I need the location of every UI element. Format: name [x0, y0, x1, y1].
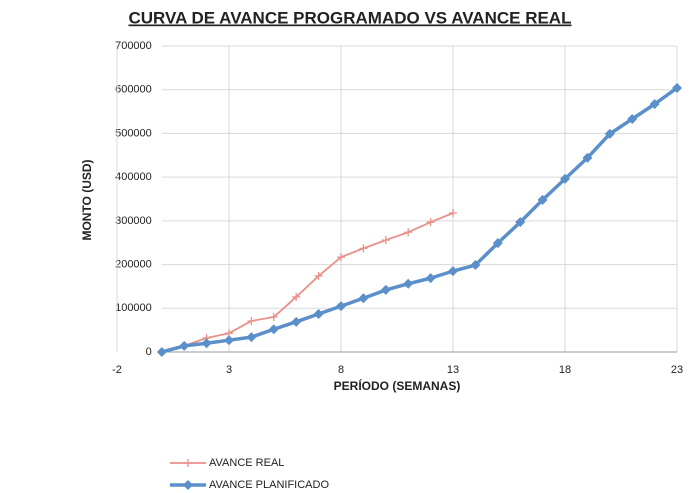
y-tick-label: 400000 — [115, 171, 152, 183]
point — [604, 128, 615, 139]
point — [627, 114, 638, 125]
point — [314, 271, 323, 280]
point — [269, 313, 278, 322]
point — [359, 244, 368, 253]
x-tick-label: 23 — [671, 364, 683, 376]
point — [449, 208, 457, 217]
y-tick-label: 200000 — [115, 258, 152, 270]
y-tick-label: 100000 — [115, 302, 152, 314]
legend-label: AVANCE REAL — [209, 457, 284, 469]
series-line — [161, 86, 679, 354]
y-tick-label: 600000 — [115, 84, 152, 96]
x-tick-label: -2 — [112, 364, 122, 376]
point — [179, 340, 190, 351]
point — [582, 152, 593, 163]
point — [649, 99, 660, 110]
y-tick-label: 0 — [146, 346, 152, 358]
x-tick-label: 3 — [226, 364, 232, 376]
point — [201, 338, 212, 349]
point — [672, 82, 682, 93]
point — [404, 228, 413, 237]
point — [337, 253, 345, 262]
point — [492, 238, 503, 249]
x-tick-label: 18 — [559, 364, 571, 376]
point — [560, 173, 570, 184]
point — [247, 316, 256, 325]
point — [224, 335, 234, 346]
point — [291, 316, 302, 327]
x-axis-title: PERÍODO (SEMANAS) — [334, 378, 461, 393]
point — [246, 332, 257, 343]
point — [537, 194, 548, 205]
legend-label: AVANCE PLANIFICADO — [209, 479, 329, 491]
point — [358, 293, 369, 304]
point — [268, 324, 279, 335]
point — [183, 480, 193, 490]
point — [381, 236, 390, 245]
y-tick-label: 300000 — [115, 215, 152, 227]
y-tick-label: 500000 — [115, 127, 152, 139]
y-tick-label: 700000 — [115, 40, 152, 52]
y-axis-title: MONTO (USD) — [80, 159, 94, 240]
series-line — [161, 212, 454, 353]
point — [515, 217, 526, 228]
point — [425, 273, 436, 284]
x-tick-label: 8 — [338, 364, 344, 376]
point — [184, 459, 192, 467]
point — [380, 284, 391, 295]
point — [336, 301, 346, 312]
point — [313, 308, 324, 319]
chart-title: CURVA DE AVANCE PROGRAMADO VS AVANCE REA… — [129, 8, 572, 27]
point — [403, 278, 414, 289]
point — [292, 292, 301, 301]
point — [448, 266, 458, 277]
x-tick-label: 13 — [447, 364, 459, 376]
point — [426, 218, 435, 227]
point — [156, 347, 167, 357]
point — [470, 260, 481, 271]
